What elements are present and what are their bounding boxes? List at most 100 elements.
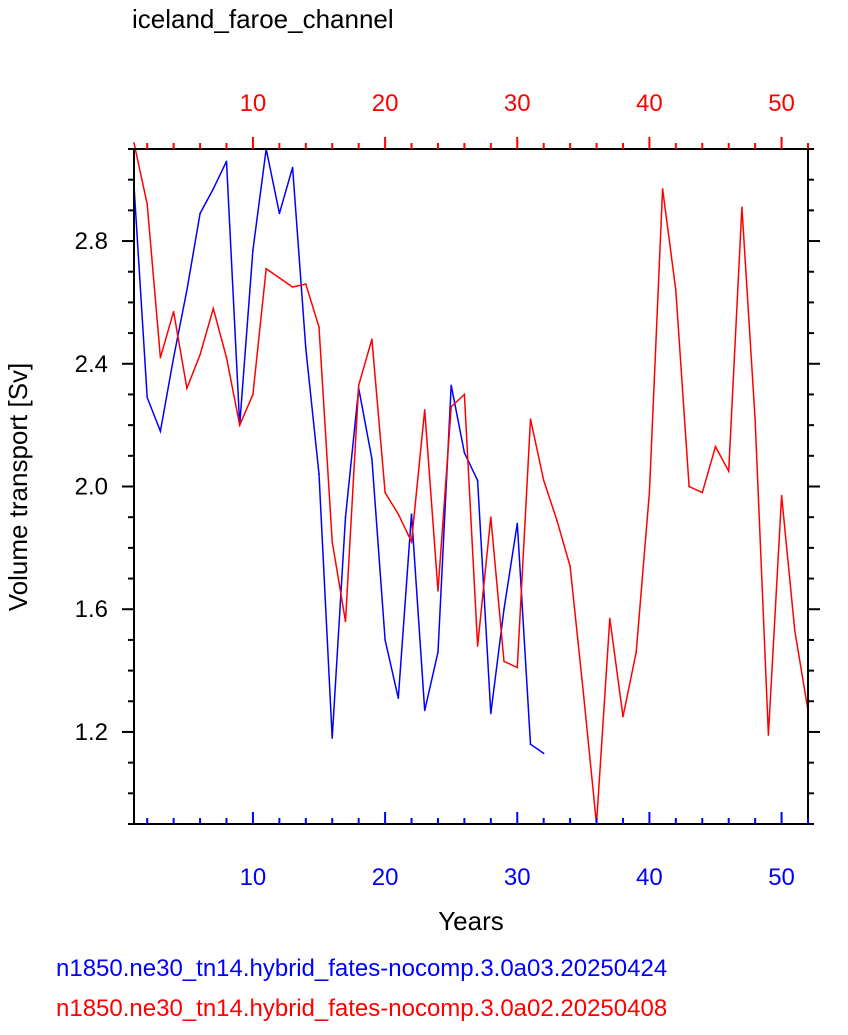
data-point-series-1 [331, 737, 334, 739]
x-top-tick-label: 30 [504, 90, 531, 117]
data-point-series-1 [318, 473, 320, 476]
data-point-series-2 [331, 540, 334, 543]
data-point-series-2 [186, 387, 188, 390]
data-point-series-1 [490, 712, 492, 715]
data-point-series-2 [238, 424, 241, 426]
data-point-series-2 [305, 283, 307, 285]
data-point-series-1 [529, 743, 532, 746]
data-point-series-1 [212, 188, 215, 190]
data-point-series-2 [212, 307, 215, 310]
data-point-series-1 [516, 522, 519, 525]
x-bottom-tick-label: 20 [372, 864, 399, 891]
y-tick-label: 1.6 [75, 596, 108, 623]
y-tick-label: 2.4 [75, 351, 108, 378]
data-point-series-2 [741, 206, 743, 209]
data-point-series-2 [476, 645, 479, 647]
y-tick-label: 2.0 [75, 474, 108, 501]
data-point-series-2 [225, 356, 228, 359]
y-axis-label: Volume transport [Sv] [3, 363, 33, 612]
data-point-series-2 [635, 651, 637, 653]
series-line-2 [133, 142, 809, 825]
x-bottom-tick-label: 30 [504, 864, 531, 891]
data-point-series-1 [450, 384, 452, 387]
y-tick-label: 1.2 [75, 719, 108, 746]
data-point-series-1 [172, 356, 175, 359]
data-point-series-1 [344, 516, 347, 518]
y-tick-label: 2.8 [75, 228, 108, 255]
data-point-series-1 [437, 651, 439, 653]
data-point-series-2 [463, 393, 466, 396]
data-point-series-2 [701, 491, 704, 494]
x-bottom-tick-label: 40 [636, 864, 663, 891]
data-point-series-2 [490, 516, 492, 518]
data-point-series-2 [608, 617, 611, 620]
data-point-series-2 [675, 289, 677, 291]
data-point-series-2 [780, 494, 783, 497]
axes-group: 10 20 30 40 50 10 20 30 40 50 1.2 1.6 2.0 2.4 2.8 [75, 90, 820, 891]
data-point-series-2 [569, 565, 571, 568]
x-bottom-tick-label: 10 [240, 864, 267, 891]
data-point-series-2 [648, 491, 651, 494]
data-point-series-2 [688, 485, 690, 488]
data-point-series-2 [450, 405, 452, 408]
data-point-series-2 [542, 479, 545, 482]
data-point-series-1 [423, 709, 426, 712]
legend-entry-series-1: n1850.ne30_tn14.hybrid_fates-nocomp.3.0a… [56, 955, 668, 982]
data-point-series-2 [437, 590, 439, 592]
data-point-series-1 [252, 249, 254, 252]
data-point-series-2 [423, 408, 426, 411]
data-point-series-1 [371, 458, 373, 460]
data-point-series-1 [278, 212, 281, 215]
data-point-series-2 [727, 470, 730, 472]
x-axis-label: Years [438, 906, 504, 936]
data-point-series-2 [199, 353, 201, 356]
data-point-series-1 [542, 752, 545, 755]
data-point-series-1 [159, 430, 162, 433]
data-point-series-1 [146, 396, 149, 399]
data-point-series-2 [582, 691, 585, 693]
data-point-series-2 [252, 393, 254, 396]
data-point-series-2 [371, 338, 373, 341]
data-point-series-2 [344, 620, 347, 623]
data-point-series-1 [463, 451, 466, 454]
data-point-series-1 [503, 608, 505, 611]
x-top-tick-label: 20 [372, 90, 399, 117]
data-point-series-1 [199, 212, 201, 215]
data-point-series-2 [622, 715, 624, 718]
data-point-series-1 [397, 697, 400, 700]
data-point-series-2 [133, 142, 135, 144]
data-point-series-1 [384, 639, 386, 641]
data-point-series-1 [476, 479, 479, 482]
x-bottom-tick-label: 50 [768, 864, 795, 891]
data-point-series-1 [225, 160, 228, 163]
legend-entry-series-2: n1850.ne30_tn14.hybrid_fates-nocomp.3.0a… [56, 995, 668, 1022]
data-point-series-1 [186, 289, 188, 291]
data-point-series-2 [410, 540, 413, 543]
data-point-series-2 [397, 513, 400, 515]
data-point-series-2 [516, 666, 519, 669]
data-point-series-2 [714, 445, 717, 448]
data-point-series-1 [291, 166, 294, 169]
series-group [133, 142, 809, 825]
x-top-tick-label: 10 [240, 90, 267, 117]
data-point-series-1 [410, 513, 413, 515]
data-point-series-2 [529, 418, 532, 420]
data-point-series-2 [291, 286, 294, 288]
data-point-series-2 [357, 384, 360, 387]
data-point-series-2 [793, 629, 796, 632]
x-top-tick-label: 50 [768, 90, 795, 117]
plot-frame [133, 148, 809, 825]
data-point-series-2 [556, 519, 558, 522]
x-top-tick-label: 40 [636, 90, 663, 117]
data-point-series-2 [318, 326, 320, 328]
data-point-series-2 [767, 734, 770, 736]
chart-title: iceland_faroe_channel [132, 4, 394, 34]
data-point-series-2 [661, 188, 664, 190]
data-point-series-1 [305, 347, 307, 350]
data-point-series-2 [265, 267, 267, 270]
data-point-series-2 [384, 491, 386, 494]
data-point-series-2 [172, 310, 175, 313]
data-point-series-2 [754, 418, 756, 420]
series-line-1 [133, 148, 545, 755]
data-point-series-2 [159, 356, 162, 359]
